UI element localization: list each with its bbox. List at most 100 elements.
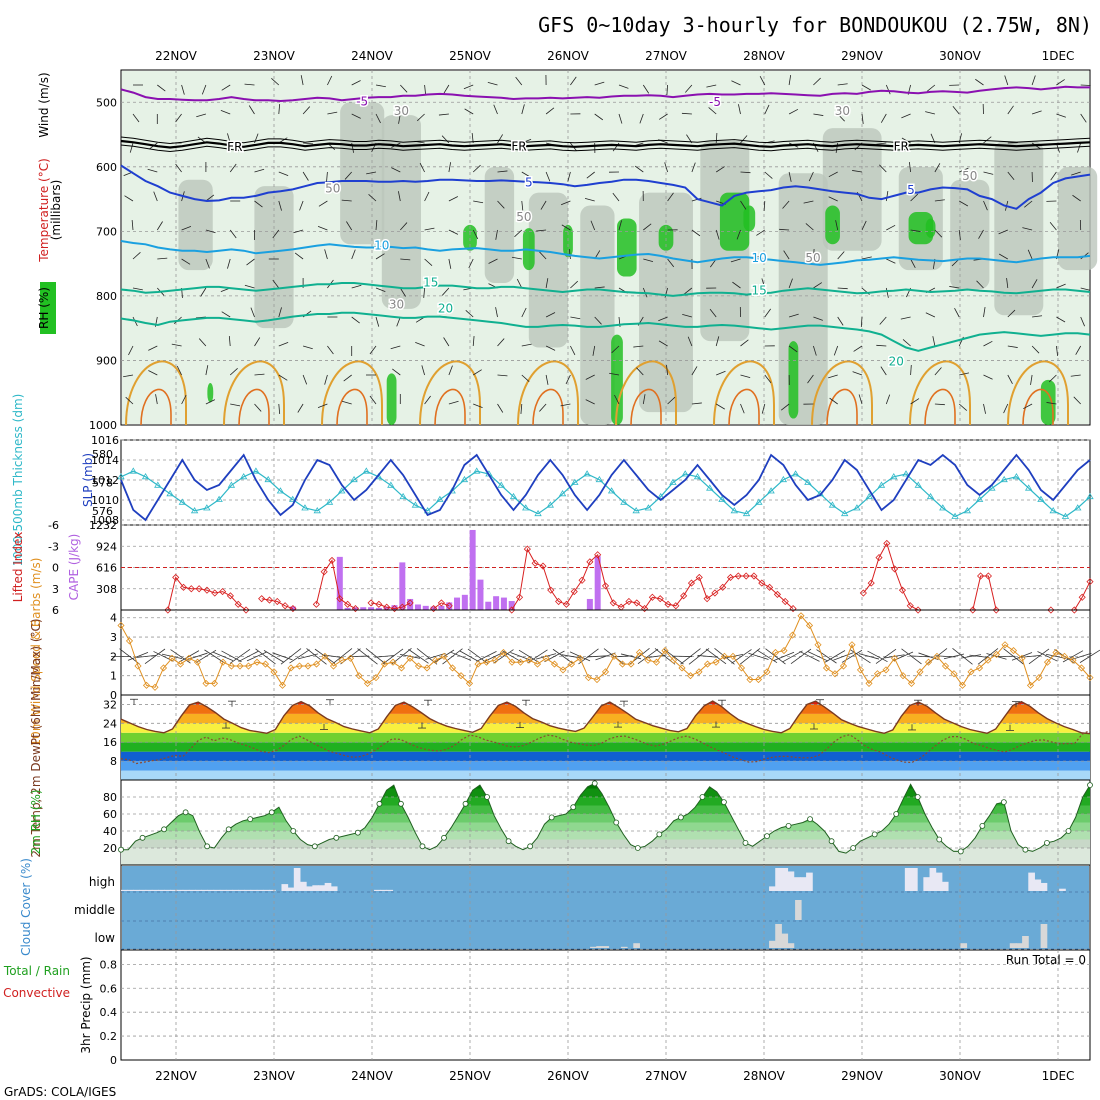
wind-speed-marker (117, 621, 125, 630)
wind-speed-marker (984, 656, 992, 664)
wind-barb (341, 400, 352, 405)
wind-barb (561, 224, 571, 231)
wind-barb (837, 113, 845, 122)
wind-barb (124, 195, 134, 202)
wind-barb (594, 113, 604, 121)
wind-barb (594, 286, 605, 289)
wind-barb (272, 652, 293, 661)
thickness-marker (166, 490, 174, 497)
wind-barb (424, 191, 430, 202)
li-marker (633, 599, 641, 607)
wind-barb (1077, 142, 1082, 153)
wind-barb (1031, 279, 1038, 289)
wind-barb (666, 84, 668, 96)
wind-speed-marker (1052, 648, 1060, 657)
wind-barb (497, 170, 508, 173)
wind-barb (709, 308, 717, 318)
wind-barb (1071, 652, 1092, 660)
wind-barb (156, 221, 163, 231)
cloud-bar-high (386, 889, 394, 891)
wind-barb (612, 192, 620, 202)
isotherm-20C (120, 311, 1091, 352)
wind-speed-marker (899, 672, 907, 680)
rh-gray-region (178, 179, 213, 271)
wind-barb (918, 652, 939, 661)
slp-thickness-frame (120, 439, 1091, 526)
wind-barb (934, 403, 945, 406)
wind-barb (876, 142, 887, 145)
wind-speed-marker (202, 679, 210, 687)
wind-barb (740, 200, 747, 210)
wind-barb (850, 649, 871, 664)
wind-barb (244, 83, 255, 86)
wind-barb (368, 194, 377, 202)
rh-marker (354, 829, 361, 836)
thickness-marker (387, 481, 395, 488)
convective-contour (517, 360, 579, 426)
wind-speed-marker (1026, 681, 1035, 689)
pressure-tick: 1000 (89, 419, 117, 432)
rh-marker (139, 834, 146, 841)
wind-speed-marker (482, 658, 491, 666)
precip-convective-label: Convective (3, 986, 70, 1000)
thickness-marker (926, 492, 935, 500)
wind-speed-marker (992, 650, 1001, 658)
thickness-marker (264, 475, 272, 483)
thickness-marker (301, 504, 309, 511)
li-marker (703, 595, 711, 603)
wind-barb (833, 652, 854, 661)
wind-speed-marker (797, 612, 805, 620)
wind-barb (391, 167, 401, 173)
wind-speed-marker (227, 662, 236, 670)
wind-barb (783, 250, 790, 260)
wind-speed-marker (457, 672, 465, 680)
wind-barb (331, 648, 353, 665)
convective-contour-inner (336, 388, 368, 426)
li-marker (984, 572, 992, 580)
wind-speed-marker (933, 652, 941, 660)
wind-speed-marker (1077, 664, 1086, 672)
rh-marker (398, 800, 404, 807)
cape-bar (469, 529, 476, 610)
convective-contour-inner (630, 388, 662, 426)
rh-marker (871, 831, 878, 838)
wind-barb (230, 403, 241, 407)
wind-barb (876, 344, 887, 347)
wind-speed-marker (397, 664, 406, 672)
rh-gray-region (484, 166, 515, 283)
cape-li-panel: -6 -3 0 3 6 308 616 924 1232 Lifted Index CAPE (J/… (11, 519, 1094, 617)
rh-gray-region (1058, 166, 1098, 271)
precip-axis-label: 3hr Precip (mm) (79, 956, 93, 1053)
thickness-marker (902, 470, 910, 477)
li-marker (664, 600, 672, 608)
wind-barb (901, 113, 911, 119)
li-marker (594, 551, 602, 559)
thickness-marker (141, 473, 150, 480)
cloud-bar-high (787, 871, 795, 891)
thickness-marker (399, 492, 407, 500)
wind-barb (351, 113, 361, 119)
wind-barb (1037, 651, 1058, 662)
wind-tick: 4 (110, 612, 117, 625)
wind-barb (934, 367, 942, 376)
isotherm-10C (120, 240, 1091, 266)
wind-barb (302, 106, 311, 115)
wind-barb (341, 199, 352, 202)
wind-barb (205, 365, 209, 376)
cloud-bar-high (293, 868, 301, 891)
wind-speed-marker (516, 658, 525, 666)
wind-barb (852, 371, 863, 376)
wind-barb (983, 340, 993, 347)
wind-barb (813, 282, 823, 289)
li-marker (1078, 593, 1086, 601)
thickness-marker (1049, 507, 1057, 514)
wind-barb (908, 162, 911, 173)
wind-barb (1007, 309, 1016, 318)
wind-barb (374, 655, 395, 658)
cloud-bar-high (151, 889, 159, 891)
cloud-bar-high (781, 868, 789, 891)
thickness-marker (546, 501, 555, 508)
cloud-bar-high (330, 886, 338, 891)
